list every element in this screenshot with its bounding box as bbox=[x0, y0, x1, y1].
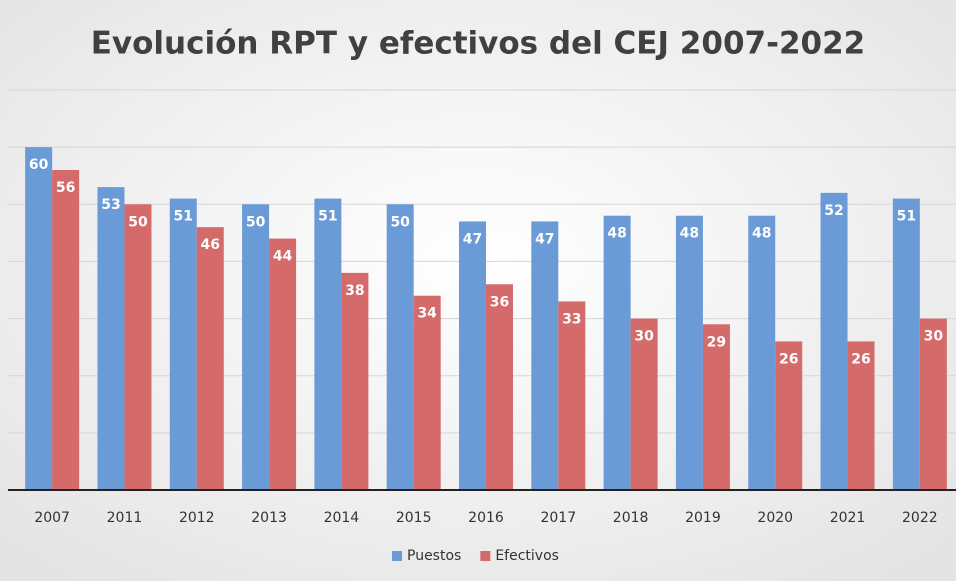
bar bbox=[919, 318, 947, 490]
bar bbox=[386, 204, 414, 491]
data-label: 26 bbox=[779, 351, 798, 367]
data-label: 47 bbox=[535, 231, 554, 247]
data-label: 53 bbox=[101, 197, 120, 213]
data-label: 26 bbox=[851, 351, 870, 367]
data-label: 36 bbox=[490, 294, 509, 310]
x-tick-label: 2019 bbox=[685, 510, 721, 526]
data-label: 30 bbox=[634, 329, 654, 345]
bar bbox=[702, 324, 730, 490]
bar bbox=[820, 192, 848, 490]
bar bbox=[531, 221, 559, 490]
data-label: 34 bbox=[417, 306, 437, 322]
bar bbox=[630, 318, 658, 490]
x-tick-label: 2018 bbox=[613, 510, 649, 526]
x-tick-label: 2022 bbox=[902, 510, 938, 526]
data-label: 46 bbox=[201, 237, 220, 253]
bar bbox=[675, 215, 703, 490]
data-label: 51 bbox=[174, 209, 193, 225]
bar bbox=[603, 215, 631, 490]
bar bbox=[748, 215, 776, 490]
x-tick-label: 2012 bbox=[179, 510, 215, 526]
x-tick-label: 2020 bbox=[757, 510, 793, 526]
bar bbox=[242, 204, 270, 491]
data-label: 47 bbox=[463, 231, 482, 247]
bar bbox=[486, 284, 513, 490]
bar bbox=[413, 295, 441, 490]
data-label: 48 bbox=[607, 226, 626, 242]
bar bbox=[558, 301, 586, 490]
bar bbox=[775, 341, 803, 490]
data-label: 50 bbox=[246, 214, 266, 230]
bar bbox=[169, 198, 197, 491]
data-label: 51 bbox=[897, 209, 916, 225]
data-label: 52 bbox=[824, 203, 843, 219]
legend-swatch bbox=[480, 551, 491, 561]
data-label: 50 bbox=[390, 214, 410, 230]
data-label: 44 bbox=[273, 249, 293, 265]
data-label: 60 bbox=[29, 157, 49, 173]
x-tick-label: 2014 bbox=[324, 510, 360, 526]
bar bbox=[52, 170, 80, 490]
bar bbox=[269, 238, 297, 490]
x-tick-label: 2021 bbox=[830, 510, 866, 526]
chart-title: Evolución RPT y efectivos del CEJ 2007-2… bbox=[91, 26, 866, 62]
bar bbox=[847, 341, 875, 490]
x-tick-label: 2017 bbox=[540, 510, 576, 526]
bar bbox=[196, 227, 224, 490]
data-label: 50 bbox=[128, 214, 148, 230]
data-label: 33 bbox=[562, 311, 581, 327]
legend-swatch bbox=[392, 551, 402, 561]
data-label: 38 bbox=[345, 283, 364, 299]
x-tick-label: 2007 bbox=[34, 510, 70, 526]
data-label: 56 bbox=[56, 180, 75, 196]
bar bbox=[97, 187, 125, 490]
x-tick-label: 2016 bbox=[468, 510, 504, 526]
data-label: 48 bbox=[752, 226, 771, 242]
legend-label: Puestos bbox=[407, 548, 461, 564]
x-tick-label: 2013 bbox=[251, 510, 287, 526]
data-label: 48 bbox=[680, 226, 699, 242]
legend-label: Efectivos bbox=[495, 548, 559, 564]
bar bbox=[459, 221, 486, 490]
x-tick-label: 2011 bbox=[107, 510, 143, 526]
bar bbox=[314, 198, 342, 491]
bar bbox=[341, 272, 369, 490]
data-label: 51 bbox=[318, 209, 337, 225]
bar bbox=[124, 204, 152, 491]
bar bbox=[25, 147, 53, 490]
data-label: 30 bbox=[924, 329, 944, 345]
data-label: 29 bbox=[707, 334, 726, 350]
bar bbox=[892, 198, 920, 491]
x-tick-label: 2015 bbox=[396, 510, 432, 526]
